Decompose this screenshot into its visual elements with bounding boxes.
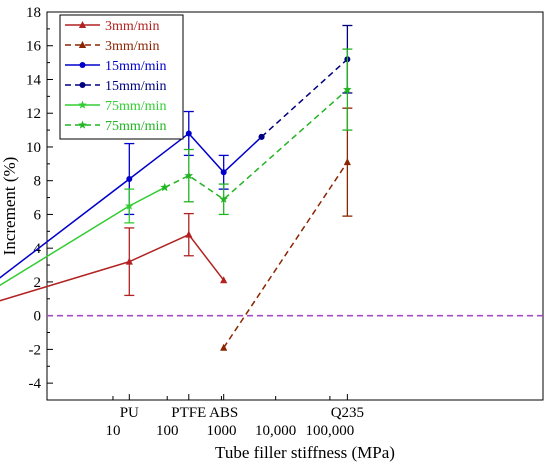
series-line <box>0 186 166 287</box>
data-point-triangle <box>343 158 351 166</box>
data-point-circle <box>79 62 86 68</box>
y-tick-label: 8 <box>34 174 42 190</box>
x-magnitude-label: 100 <box>156 423 179 439</box>
data-point-star <box>160 182 170 192</box>
legend-label: 75mm/min <box>105 119 166 134</box>
data-point-circle <box>258 133 265 140</box>
x-magnitude-label: 100,000 <box>306 423 355 439</box>
legend-label: 75mm/min <box>105 99 166 114</box>
legend-box <box>59 14 184 140</box>
data-point-circle <box>185 130 192 137</box>
data-point-triangle <box>185 230 193 238</box>
x-category-label: PU <box>120 405 139 421</box>
data-point-star <box>219 194 228 203</box>
series-line <box>261 58 348 138</box>
legend-label: 3mm/min <box>105 19 159 34</box>
x-category-label: Q235 <box>331 405 364 421</box>
y-tick-label: 14 <box>26 72 42 88</box>
series-3 <box>258 24 353 140</box>
data-point-star <box>78 100 87 109</box>
y-tick-label: 0 <box>34 309 42 325</box>
data-point-star <box>78 120 87 129</box>
data-point-star <box>125 201 134 210</box>
data-point-circle <box>126 176 133 183</box>
series-line <box>164 89 348 201</box>
series-5 <box>160 48 353 216</box>
x-magnitude-label: 10 <box>105 423 120 439</box>
data-point-triangle <box>220 276 228 284</box>
y-axis-label: Increment (%) <box>0 157 19 256</box>
data-point-star <box>343 85 352 94</box>
y-tick-label: 2 <box>34 275 42 291</box>
legend-label: 15mm/min <box>105 59 166 74</box>
data-point-triangle <box>125 257 133 265</box>
data-point-circle <box>79 82 86 88</box>
plot-frame <box>46 11 544 401</box>
x-category-label: ABS <box>209 405 238 421</box>
y-tick-label: 16 <box>26 39 42 55</box>
data-point-triangle <box>78 41 87 48</box>
y-tick-label: 12 <box>26 106 41 122</box>
data-point-triangle <box>78 21 87 28</box>
series-line <box>0 233 225 302</box>
x-magnitude-label: 1000 <box>206 423 236 439</box>
legend-label: 15mm/min <box>105 79 166 94</box>
series-4 <box>0 182 170 287</box>
data-point-star <box>184 171 194 180</box>
data-point-triangle <box>220 343 228 351</box>
y-tick-label: 6 <box>34 207 42 223</box>
y-tick-label: 10 <box>26 140 41 156</box>
x-axis-label: Tube filler stiffness (MPa) <box>215 443 395 462</box>
y-tick-label: -2 <box>29 342 42 358</box>
data-point-circle <box>220 169 227 176</box>
x-magnitude-label: 10,000 <box>255 423 296 439</box>
y-tick-label: 18 <box>26 5 41 21</box>
series-0 <box>0 212 228 302</box>
x-category-label: PTFE <box>171 405 206 421</box>
series-line <box>223 161 348 349</box>
legend-label: 3mm/min <box>105 39 159 54</box>
y-tick-label: -4 <box>29 376 42 392</box>
legend: 3mm/min 3mm/min 15mm/min 15mm/min 75mm/min 75… <box>59 14 184 140</box>
